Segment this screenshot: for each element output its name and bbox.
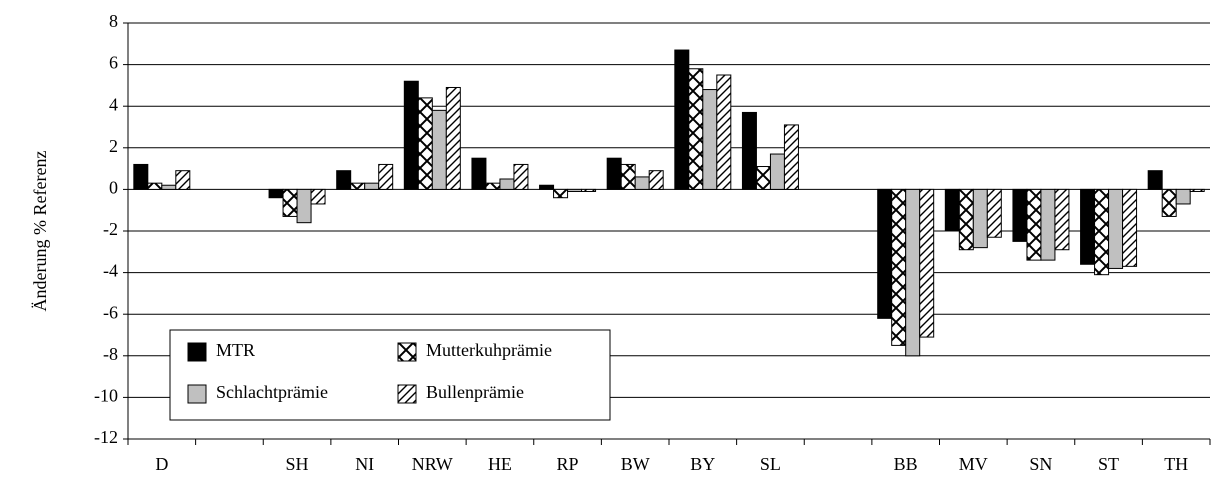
x-tick-label: BY: [690, 454, 715, 474]
bar: [648, 170, 664, 190]
bar: [716, 74, 732, 190]
x-tick-label: SL: [760, 454, 781, 474]
bar: [1094, 188, 1110, 276]
bar: [147, 182, 163, 190]
legend-label: Mutterkuhprämie: [426, 340, 552, 360]
y-tick-label: 6: [109, 53, 118, 73]
bar: [403, 80, 419, 190]
bar: [1080, 188, 1096, 265]
bar: [741, 111, 757, 190]
bar: [1054, 188, 1070, 251]
y-tick-label: -2: [103, 219, 118, 239]
x-tick-label: BB: [894, 454, 918, 474]
bar: [378, 163, 394, 190]
bar: [445, 86, 461, 190]
x-tick-label: HE: [488, 454, 512, 474]
bar: [364, 182, 380, 190]
x-tick-label: NI: [355, 454, 374, 474]
x-tick-label: SN: [1029, 454, 1052, 474]
bar: [471, 157, 487, 190]
legend-swatch: [397, 384, 417, 404]
bar: [175, 170, 191, 190]
bar: [499, 178, 515, 190]
bar: [310, 188, 326, 205]
bar: [986, 188, 1002, 238]
bar: [581, 188, 597, 192]
y-tick-label: 0: [109, 178, 118, 198]
bar: [958, 188, 974, 251]
bar: [268, 188, 284, 199]
y-tick-label: -6: [103, 302, 118, 322]
legend-label: Schlachtprämie: [216, 382, 328, 402]
bar: [133, 163, 149, 190]
bar: [553, 188, 569, 199]
y-tick-label: 4: [109, 94, 118, 114]
x-tick-label: TH: [1164, 454, 1188, 474]
bar: [944, 188, 960, 232]
bar: [919, 188, 935, 338]
bar: [783, 124, 799, 190]
bar: [567, 188, 583, 192]
legend-swatch: [397, 342, 417, 362]
bar: [1147, 170, 1163, 190]
legend-swatch: [187, 384, 207, 404]
bar: [634, 176, 650, 190]
legend-swatch: [187, 342, 207, 362]
bar: [769, 153, 785, 190]
y-axis-label: Änderung % Referenz: [30, 151, 50, 312]
bar: [877, 188, 893, 319]
bar: [702, 89, 718, 190]
bar: [972, 188, 988, 249]
x-tick-label: ST: [1098, 454, 1119, 474]
bar: [539, 184, 555, 190]
x-tick-label: RP: [557, 454, 579, 474]
bar: [1012, 188, 1028, 242]
bar: [1122, 188, 1138, 267]
bar: [431, 109, 447, 190]
y-tick-label: -10: [94, 386, 118, 406]
bar: [755, 166, 771, 190]
x-tick-label: MV: [959, 454, 988, 474]
bar: [1040, 188, 1056, 261]
x-tick-label: BW: [621, 454, 650, 474]
bar: [1026, 188, 1042, 261]
legend-box: [169, 329, 611, 421]
bar: [620, 163, 636, 190]
bar: [336, 170, 352, 190]
y-tick-label: -4: [103, 261, 118, 281]
y-tick-label: -8: [103, 344, 118, 364]
bar: [296, 188, 312, 224]
y-tick-label: -12: [94, 427, 118, 447]
y-tick-label: 8: [109, 11, 118, 31]
bar: [1189, 188, 1205, 192]
bar: [417, 97, 433, 190]
bar: [1175, 188, 1191, 205]
y-tick-label: 2: [109, 136, 118, 156]
bar: [891, 188, 907, 346]
bar: [1161, 188, 1177, 217]
legend-label: MTR: [216, 340, 255, 360]
bar: [350, 182, 366, 190]
bar: [1108, 188, 1124, 269]
bar: [282, 188, 298, 217]
x-tick-label: NRW: [412, 454, 453, 474]
bar: [674, 49, 690, 190]
bar: [606, 157, 622, 190]
bar: [513, 163, 529, 190]
x-tick-label: SH: [286, 454, 309, 474]
bar: [161, 184, 177, 190]
legend-label: Bullenprämie: [426, 382, 524, 402]
x-tick-label: D: [155, 454, 168, 474]
bar: [485, 182, 501, 190]
bar: [688, 68, 704, 190]
bar: [905, 188, 921, 357]
